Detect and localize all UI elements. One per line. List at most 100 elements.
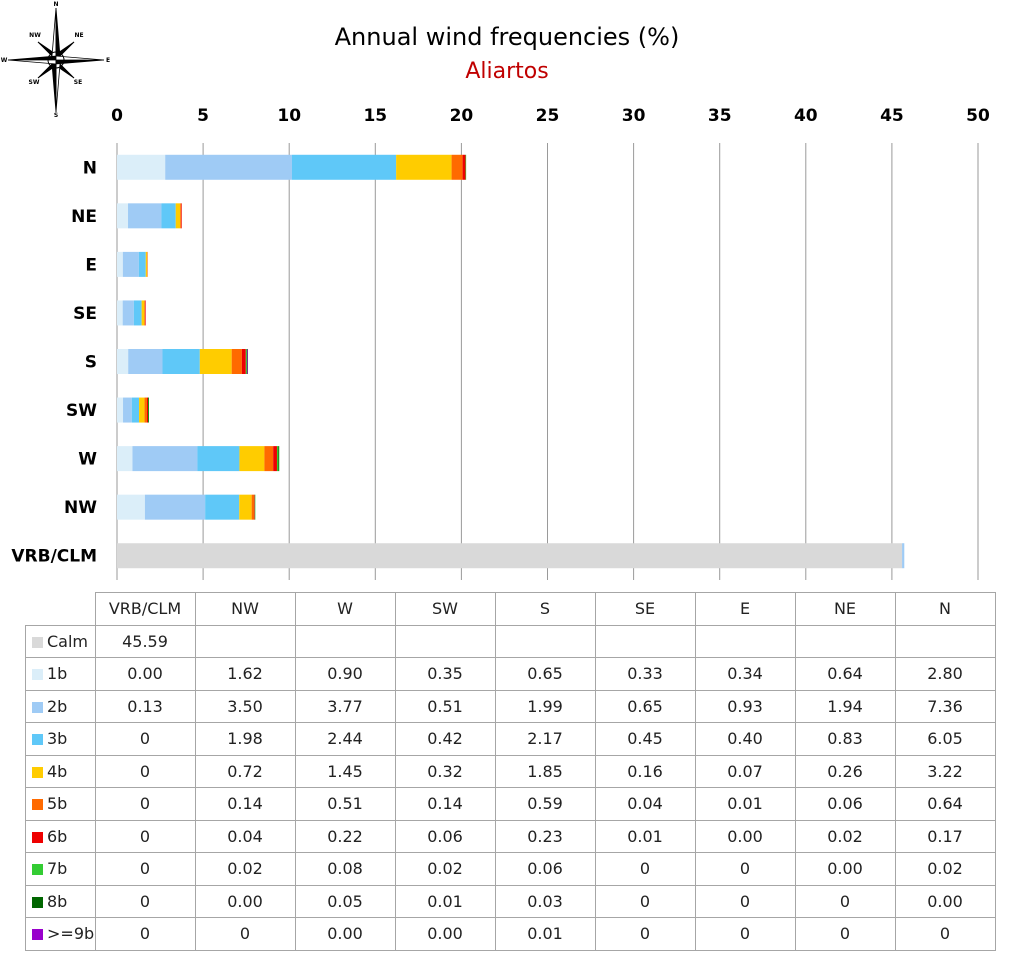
table-cell: 0.23 bbox=[494, 819, 596, 853]
table-cell: 0.04 bbox=[194, 819, 296, 853]
table-cell: 3.22 bbox=[894, 754, 996, 788]
category-label: SE bbox=[73, 304, 97, 324]
bar-segment-b3 bbox=[162, 349, 200, 374]
bar-segment-b2 bbox=[902, 543, 905, 569]
table-cell: 1.98 bbox=[194, 722, 296, 756]
bar-segment-b3 bbox=[291, 154, 397, 180]
table-cell: 2.80 bbox=[894, 657, 996, 691]
bar-segment-b5 bbox=[251, 494, 255, 520]
bar-segment-b5 bbox=[180, 203, 182, 229]
table-cell: 0.22 bbox=[294, 819, 396, 853]
bar-segment-b7 bbox=[147, 397, 149, 423]
wind-data-table: VRB/CLM NW W SW S SE E NE N Calm 45.59 1b 0.00 1.62 0… bbox=[25, 592, 996, 951]
bar-segment-b4 bbox=[139, 397, 145, 423]
table-cell: 2.44 bbox=[294, 722, 396, 756]
row-header: 3b bbox=[25, 722, 96, 756]
table-cell: 0.02 bbox=[194, 852, 296, 886]
row-label: 2b bbox=[47, 696, 68, 716]
bar-segment-b1 bbox=[117, 203, 129, 229]
legend-swatch bbox=[32, 896, 43, 908]
table-cell: 0.05 bbox=[294, 884, 396, 918]
table-row: 7b 0 0.02 0.08 0.02 0.06 0 0 0.00 0.02 bbox=[25, 852, 996, 886]
table-cell: 0.06 bbox=[394, 819, 496, 853]
bar-segment-b5 bbox=[144, 397, 147, 423]
bar-segment-b3 bbox=[161, 203, 176, 229]
table-cell: 0 bbox=[94, 819, 196, 853]
compass-label-se: SE bbox=[74, 79, 82, 86]
table-cell: 0.00 bbox=[694, 819, 796, 853]
bar-segment-b1 bbox=[117, 300, 123, 326]
bar-segment-b1 bbox=[117, 397, 124, 423]
compass-label-sw: SW bbox=[29, 79, 40, 86]
table-cell: 0.35 bbox=[394, 657, 496, 691]
table-cell bbox=[394, 624, 496, 658]
table-cell: 0.01 bbox=[494, 917, 596, 951]
table-cell bbox=[694, 624, 796, 658]
bar-segment-b6 bbox=[273, 446, 277, 472]
compass-label-n: N bbox=[53, 1, 58, 8]
row-label: 5b bbox=[47, 794, 68, 814]
bar-segment-b1 bbox=[117, 446, 133, 472]
table-cell: 0.06 bbox=[494, 852, 596, 886]
table-cell: 0.83 bbox=[794, 722, 896, 756]
bar-segment-b7 bbox=[276, 446, 279, 472]
x-tick-label: 45 bbox=[880, 106, 904, 126]
table-cell: 0 bbox=[694, 917, 796, 951]
bar-segment-b4 bbox=[175, 203, 181, 229]
chart-subtitle: Aliartos bbox=[465, 59, 548, 84]
bar-segment-b3 bbox=[133, 300, 142, 326]
table-header-row: VRB/CLM NW W SW S SE E NE N bbox=[25, 592, 996, 626]
table-cell: 0.08 bbox=[294, 852, 396, 886]
row-header: >=9b bbox=[25, 917, 96, 951]
row-label: >=9b bbox=[47, 924, 95, 944]
bar-segment-b1 bbox=[117, 494, 145, 520]
table-cell: 7.36 bbox=[894, 689, 996, 723]
bar-segment-b6 bbox=[181, 203, 182, 229]
bar-segment-b2 bbox=[128, 349, 163, 374]
table-cell: 3.77 bbox=[294, 689, 396, 723]
x-tick-label: 25 bbox=[536, 106, 560, 126]
table-cell: 0 bbox=[594, 852, 696, 886]
table-cell: 0.01 bbox=[394, 884, 496, 918]
table-row: 6b 0 0.04 0.22 0.06 0.23 0.01 0.00 0.02 0.17 bbox=[25, 819, 996, 853]
table-cell: 0 bbox=[594, 917, 696, 951]
table-cell: 2.17 bbox=[494, 722, 596, 756]
table-cell: 1.62 bbox=[194, 657, 296, 691]
table-cell: 0.17 bbox=[894, 819, 996, 853]
table-cell: 0.00 bbox=[194, 884, 296, 918]
bar-segment-b2 bbox=[132, 446, 198, 472]
bar-segment-b3 bbox=[138, 251, 146, 277]
bar-segment-b1 bbox=[117, 251, 123, 277]
row-header: 1b bbox=[25, 657, 96, 691]
table-cell: 0.01 bbox=[694, 787, 796, 821]
bar-segment-b5 bbox=[144, 300, 146, 326]
bar-segment-b6 bbox=[146, 397, 148, 423]
bar-segment-b1 bbox=[117, 154, 166, 180]
table-cell: 0 bbox=[594, 884, 696, 918]
row-label: 4b bbox=[47, 761, 68, 781]
table-cell: 0.14 bbox=[394, 787, 496, 821]
category-label: N bbox=[83, 158, 97, 178]
bar-segment-b1 bbox=[117, 349, 129, 374]
table-cell: 0 bbox=[694, 852, 796, 886]
row-header: 6b bbox=[25, 819, 96, 853]
table-cell: 0.00 bbox=[294, 917, 396, 951]
table-cell: 0.13 bbox=[94, 689, 196, 723]
row-label: 8b bbox=[47, 891, 68, 911]
x-tick-label: 50 bbox=[966, 106, 990, 126]
table-cell: 0 bbox=[94, 787, 196, 821]
table-cell: 45.59 bbox=[94, 624, 196, 658]
x-tick-label: 15 bbox=[363, 106, 387, 126]
bar-segment-b2 bbox=[165, 154, 292, 180]
x-tick-label: 30 bbox=[622, 106, 646, 126]
table-cell: 0.00 bbox=[94, 657, 196, 691]
table-cell: 0.40 bbox=[694, 722, 796, 756]
table-cell: 0 bbox=[94, 754, 196, 788]
compass-label-nw: NW bbox=[29, 32, 41, 39]
table-cell: 0 bbox=[694, 884, 796, 918]
table-cell: 0 bbox=[94, 852, 196, 886]
table-cell: 0.65 bbox=[594, 689, 696, 723]
legend-swatch bbox=[32, 864, 43, 876]
table-cell: 0.02 bbox=[394, 852, 496, 886]
bar-segment-b4 bbox=[199, 349, 232, 374]
